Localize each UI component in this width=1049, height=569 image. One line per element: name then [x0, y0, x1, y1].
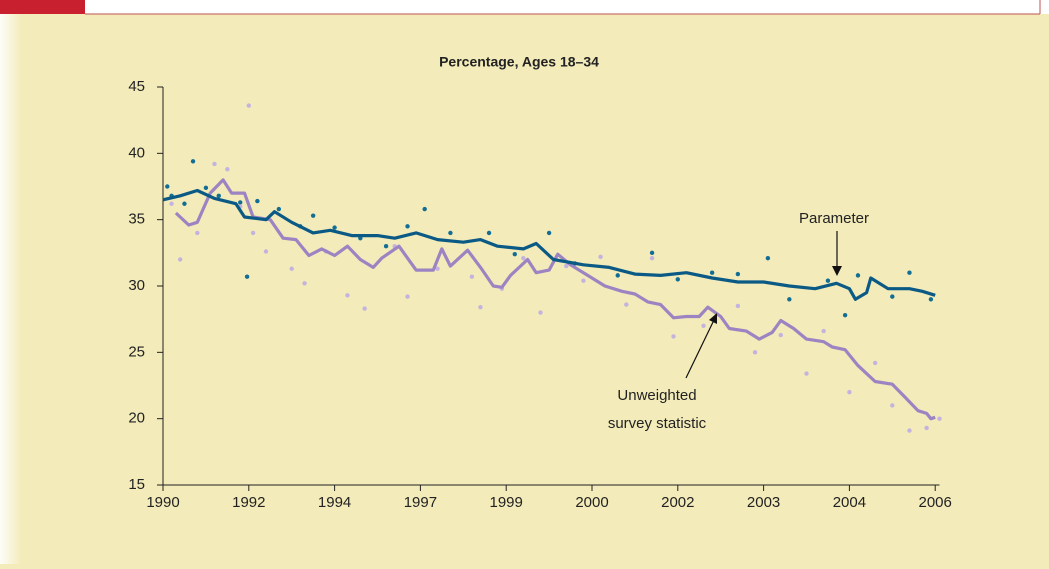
- data-dot: [701, 323, 706, 328]
- series-line: [174, 178, 936, 421]
- header-strip: [0, 0, 1049, 14]
- data-dot: [847, 389, 852, 395]
- series-line: [162, 188, 936, 301]
- data-dot: [855, 273, 861, 278]
- data-dot: [250, 230, 256, 236]
- left-fade: [0, 0, 22, 564]
- data-dot: [649, 255, 655, 261]
- x-tick-label: 2000: [575, 494, 608, 511]
- data-dot: [624, 302, 629, 307]
- data-dot: [195, 230, 200, 236]
- x-tick-label: 2002: [661, 494, 694, 511]
- data-dot: [362, 306, 367, 311]
- data-dot: [225, 167, 230, 172]
- data-dot: [332, 225, 337, 230]
- data-dot: [735, 271, 741, 277]
- data-dot: [598, 254, 603, 260]
- data-dot: [448, 230, 453, 236]
- data-dot: [302, 281, 307, 286]
- annotation-arrow: [685, 319, 715, 379]
- data-dot: [212, 161, 217, 167]
- data-dot: [649, 250, 655, 256]
- y-tick-label: 25: [128, 343, 145, 360]
- data-dot: [675, 277, 680, 282]
- x-tick-label: 1992: [232, 494, 265, 511]
- y-tick-label: 30: [128, 277, 145, 294]
- data-dot: [564, 263, 569, 269]
- data-dot: [255, 198, 260, 204]
- data-dot: [422, 206, 427, 212]
- data-dot: [735, 303, 741, 309]
- x-tick-label: 2003: [747, 494, 780, 511]
- data-dot: [804, 371, 809, 376]
- data-dot: [383, 244, 389, 249]
- data-dot: [238, 200, 243, 205]
- data-dot: [821, 328, 826, 334]
- data-dot: [924, 425, 929, 431]
- data-dot: [907, 428, 912, 433]
- arrow-head: [832, 266, 842, 276]
- data-dot: [263, 249, 269, 254]
- annotation: Unweighted: [617, 387, 696, 404]
- data-dot: [937, 416, 942, 421]
- data-dot: [469, 274, 475, 279]
- data-dot: [405, 224, 410, 229]
- data-dot: [928, 297, 934, 302]
- data-dot: [244, 274, 250, 279]
- data-dot: [521, 255, 526, 261]
- data-dot: [216, 193, 221, 198]
- y-tick-label: 40: [128, 144, 145, 161]
- data-dot: [671, 334, 676, 339]
- y-tick-label: 15: [128, 476, 145, 493]
- y-tick-label: 35: [128, 211, 145, 228]
- x-tick-label: 1997: [404, 494, 437, 511]
- data-dot: [182, 201, 187, 206]
- x-tick-label: 1990: [146, 494, 179, 511]
- x-tick-label: 1994: [318, 494, 351, 511]
- x-tick-label: 1999: [490, 494, 523, 511]
- data-dot: [203, 185, 209, 191]
- data-dot: [581, 278, 586, 283]
- data-dot: [546, 230, 552, 236]
- data-dot: [872, 360, 878, 366]
- data-dot: [842, 312, 848, 318]
- y-tick-label: 45: [128, 78, 145, 95]
- y-tick-label: 20: [128, 410, 145, 427]
- data-dot: [169, 201, 174, 206]
- data-dot: [778, 332, 783, 338]
- data-dot: [405, 294, 410, 299]
- data-dot: [538, 310, 543, 315]
- data-dot: [907, 270, 912, 275]
- data-dot: [512, 251, 517, 257]
- data-dot: [289, 266, 294, 271]
- arrow-head: [709, 313, 717, 324]
- data-dot: [276, 206, 282, 212]
- data-dot: [486, 230, 492, 236]
- data-dot: [478, 305, 483, 310]
- annotation: survey statistic: [608, 415, 707, 432]
- data-dot: [890, 294, 895, 299]
- data-dot: [246, 103, 251, 108]
- chart-title: Percentage, Ages 18–34: [439, 54, 599, 70]
- data-dot: [709, 270, 715, 275]
- data-dot: [752, 350, 758, 355]
- data-dot: [825, 278, 831, 283]
- data-dot: [890, 403, 895, 408]
- data-dot: [177, 257, 183, 262]
- x-tick-label: 2004: [833, 494, 866, 511]
- data-dot: [165, 184, 170, 189]
- header-tab: [0, 0, 85, 14]
- data-dot: [765, 255, 771, 261]
- annotation: Parameter: [799, 210, 869, 227]
- data-dot: [190, 159, 196, 164]
- x-tick-label: 2006: [919, 494, 952, 511]
- data-dot: [787, 297, 792, 302]
- data-dot: [310, 213, 316, 218]
- plot-area: 15 20 25 30 35 40 45 1990 1992 1994 1997 1999 2000 20…: [128, 78, 952, 511]
- data-dot: [345, 293, 350, 298]
- data-dot: [435, 266, 440, 271]
- data-dot: [615, 273, 620, 278]
